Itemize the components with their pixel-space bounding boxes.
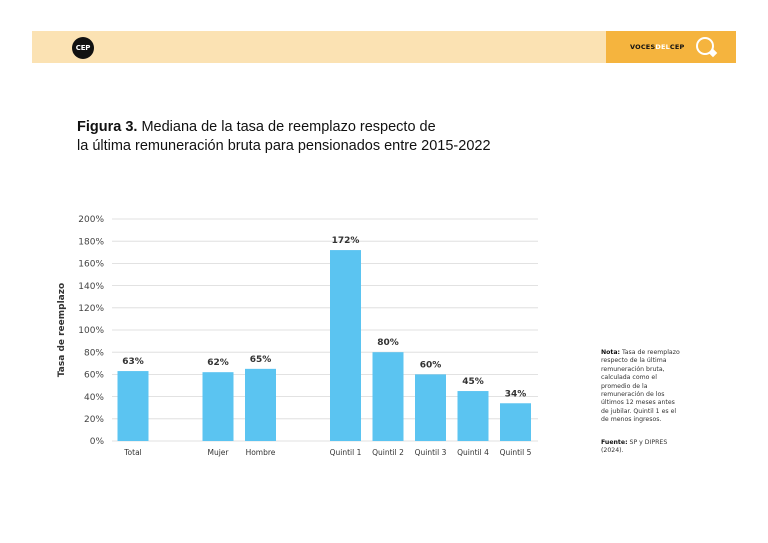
y-tick-label: 160% xyxy=(78,260,104,270)
figure-title-line1: Mediana de la tasa de reemplazo respecto… xyxy=(137,119,436,135)
y-tick-label: 200% xyxy=(78,215,104,225)
data-label: 62% xyxy=(207,358,229,368)
y-tick-label: 120% xyxy=(78,304,104,314)
data-label: 63% xyxy=(122,357,144,367)
source-label: Fuente: xyxy=(601,439,628,446)
y-tick-label: 100% xyxy=(78,326,104,336)
category-label: Quintil 2 xyxy=(372,448,404,457)
bar xyxy=(202,372,234,441)
data-label: 65% xyxy=(250,355,272,365)
brand-text: VOCESDELCEP xyxy=(630,43,685,51)
data-label: 45% xyxy=(462,377,484,387)
category-label: Quintil 3 xyxy=(415,448,447,457)
y-tick-label: 80% xyxy=(84,348,104,358)
category-label: Mujer xyxy=(207,448,229,457)
y-tick-label: 20% xyxy=(84,415,104,425)
bar xyxy=(415,374,446,441)
y-tick-label: 0% xyxy=(90,437,105,447)
data-label: 80% xyxy=(377,338,399,348)
brand-suffix: CEP xyxy=(669,43,685,51)
figure-title-line2: la última remuneración bruta para pensio… xyxy=(77,138,491,154)
y-tick-label: 60% xyxy=(84,371,104,381)
bar xyxy=(117,371,149,441)
source-text: SP y DIPRES (2024). xyxy=(601,439,668,455)
chart-source: Fuente: SP y DIPRES (2024). xyxy=(601,439,683,456)
bar xyxy=(457,391,489,441)
category-label: Total xyxy=(123,448,142,457)
cep-logo: CEP xyxy=(72,37,94,59)
voces-del-cep-brand: VOCESDELCEP xyxy=(606,31,736,63)
figure-title: Figura 3. Mediana de la tasa de reemplaz… xyxy=(77,118,547,156)
note-label: Nota: xyxy=(601,349,621,356)
brand-prefix: VOCES xyxy=(630,43,656,51)
y-axis-label: Tasa de reemplazo xyxy=(57,283,67,377)
note-text: Tasa de reemplazo respecto de la última … xyxy=(601,349,680,424)
y-tick-label: 180% xyxy=(78,237,104,247)
y-tick-label: 140% xyxy=(78,282,104,292)
data-label: 172% xyxy=(332,236,360,246)
category-label: Quintil 1 xyxy=(330,448,362,457)
figure-label: Figura 3. xyxy=(77,119,138,135)
data-label: 34% xyxy=(505,389,527,399)
data-label: 60% xyxy=(420,360,442,370)
category-label: Hombre xyxy=(246,448,276,457)
category-label: Quintil 5 xyxy=(500,448,532,457)
bar xyxy=(500,403,531,441)
category-label: Quintil 4 xyxy=(457,448,489,457)
brand-mid: DEL xyxy=(655,43,670,51)
speech-bubble-icon xyxy=(696,37,714,55)
y-tick-label: 40% xyxy=(84,393,104,403)
bar xyxy=(372,352,404,441)
bar xyxy=(245,368,276,441)
chart-note: Nota: Tasa de reemplazo respecto de la ú… xyxy=(601,349,683,425)
bar xyxy=(330,250,361,441)
